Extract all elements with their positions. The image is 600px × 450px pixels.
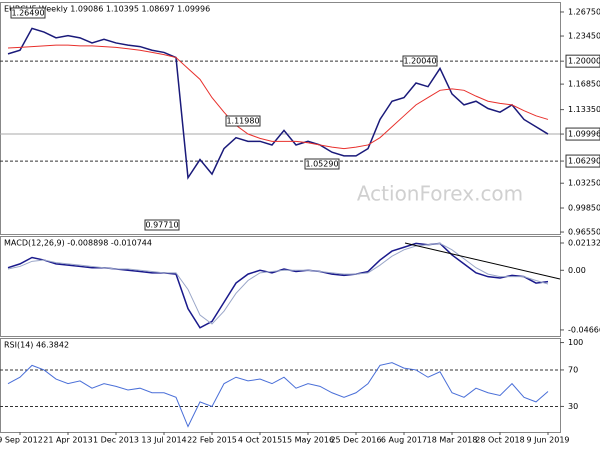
- y-tick-label: 1.03250: [568, 179, 600, 188]
- series-line: [7, 27, 549, 180]
- x-tick-label: 21 Apr 2013: [43, 436, 92, 445]
- tick-box: [565, 154, 600, 168]
- panel-frame: [0, 2, 561, 235]
- y-tick-label: 1.16850: [568, 80, 600, 89]
- y-tick-label: 1.20000: [568, 57, 600, 66]
- annotation-box: [144, 219, 180, 231]
- x-tick-label: 4 Oct 2015: [238, 436, 282, 445]
- tick-box: [565, 127, 600, 141]
- panel-frame: [0, 236, 561, 337]
- x-tick-label: 6 Aug 2017: [381, 436, 427, 445]
- y-tick-label: 1.06290: [568, 157, 600, 166]
- panel-title: EURCHF,Weekly 1.09086 1.10395 1.08697 1.…: [4, 5, 210, 14]
- y-tick-label: 100: [568, 338, 583, 347]
- y-tick-label: 1.23450: [568, 32, 600, 41]
- x-tick-label: 13 Jul 2014: [141, 436, 186, 445]
- trend-line: [404, 242, 561, 280]
- y-tick-label: 0.96550: [568, 228, 600, 237]
- tick-box: [565, 54, 600, 68]
- series-line: [7, 242, 549, 329]
- y-tick-label: 0.99850: [568, 203, 600, 212]
- panel-title: MACD(12,26,9) -0.008898 -0.010744: [4, 239, 152, 248]
- series-line: [7, 362, 549, 428]
- y-tick-label: 0.00: [568, 266, 586, 275]
- annotation-box: [10, 7, 46, 19]
- annotation: 1.11980: [226, 117, 259, 126]
- y-tick-label: 1.26750: [568, 7, 600, 16]
- annotation-box: [402, 55, 438, 67]
- y-tick-label: 70: [568, 365, 578, 374]
- y-tick-label: -0.046663: [568, 325, 600, 334]
- annotation: 1.20040: [403, 57, 436, 66]
- x-tick-label: 22 Feb 2015: [187, 436, 237, 445]
- annotation: 1.26490: [11, 9, 44, 18]
- x-tick-label: 25 Dec 2016: [330, 436, 381, 445]
- x-tick-label: 18 Mar 2018: [427, 436, 478, 445]
- panel-frame: [0, 338, 561, 433]
- annotation-box: [304, 158, 340, 170]
- watermark: ActionForex.com: [357, 182, 523, 206]
- panel-title: RSI(14) 46.3842: [4, 341, 69, 350]
- x-tick-label: 1 Dec 2013: [93, 436, 139, 445]
- x-tick-label: 15 May 2016: [282, 436, 334, 445]
- annotation: 0.97710: [145, 221, 178, 230]
- x-tick-label: 28 Oct 2018: [475, 436, 524, 445]
- y-tick-label: 0.021324: [568, 239, 600, 248]
- y-tick-label: 1.13350: [568, 105, 600, 114]
- y-tick-label: 1.09996: [568, 130, 600, 139]
- x-tick-label: 9 Jun 2019: [526, 436, 569, 445]
- annotation: 1.05290: [305, 160, 338, 169]
- series-line: [7, 242, 549, 325]
- x-tick-label: 9 Sep 2012: [0, 436, 43, 445]
- series-line: [7, 44, 549, 150]
- annotation-box: [225, 115, 261, 127]
- y-tick-label: 30: [568, 402, 578, 411]
